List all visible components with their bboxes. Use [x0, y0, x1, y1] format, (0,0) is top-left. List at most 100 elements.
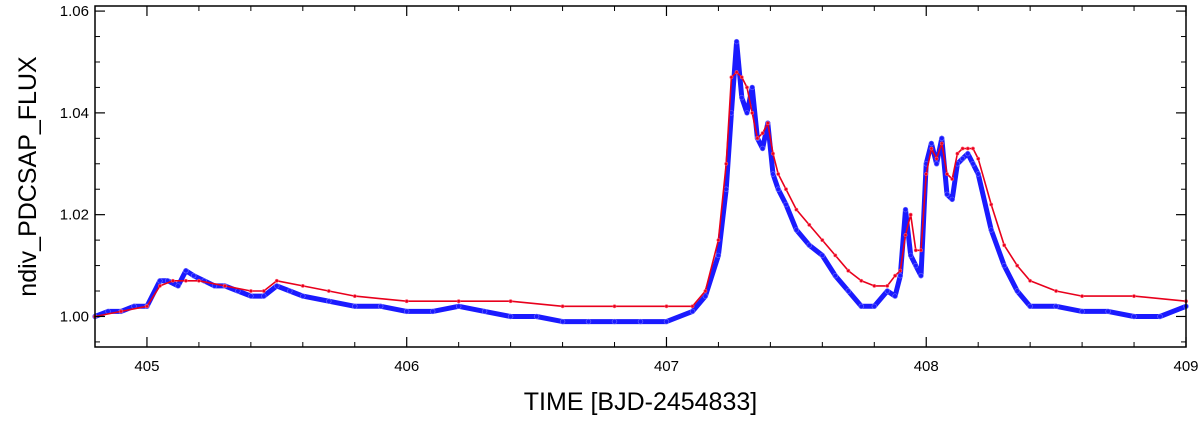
data-point-blue	[975, 171, 981, 177]
data-point-blue	[819, 252, 825, 259]
data-point-red	[989, 202, 994, 207]
data-point-blue	[430, 308, 436, 315]
data-point-blue	[274, 283, 280, 289]
data-point-red	[1002, 243, 1007, 248]
data-point-blue	[959, 156, 966, 162]
data-point-red	[326, 289, 331, 293]
data-point-blue	[933, 161, 940, 167]
data-point-blue	[902, 206, 909, 213]
data-point-red	[755, 136, 760, 141]
data-point-red	[612, 304, 617, 309]
series-line-blue	[92, 39, 1189, 325]
data-point-blue	[378, 303, 384, 309]
data-point-blue	[702, 293, 709, 299]
data-point-blue	[949, 196, 955, 203]
data-point-blue	[907, 252, 914, 259]
series-line-red	[94, 71, 1187, 318]
data-point-blue	[1001, 262, 1007, 269]
data-point-red	[971, 146, 975, 151]
data-point-red	[929, 146, 934, 151]
data-point-red	[898, 268, 903, 273]
data-point-blue	[1027, 303, 1033, 309]
data-point-blue	[783, 201, 789, 208]
data-point-blue	[897, 273, 903, 279]
data-point-blue	[287, 288, 293, 294]
data-point-red	[945, 172, 949, 176]
data-point-blue	[183, 268, 189, 274]
data-point-red	[716, 238, 721, 243]
data-point-blue	[884, 288, 890, 294]
data-point-red	[352, 294, 357, 299]
data-point-red	[1054, 289, 1059, 293]
data-point-red	[119, 309, 123, 314]
data-point-blue	[858, 303, 864, 309]
data-point-red	[913, 248, 918, 253]
data-point-blue	[832, 273, 838, 279]
data-point-blue	[1105, 308, 1111, 315]
data-point-red	[734, 70, 739, 75]
data-point-red	[794, 207, 799, 212]
data-point-blue	[733, 38, 740, 45]
plot-marks	[92, 38, 1189, 325]
data-point-blue	[939, 135, 945, 142]
data-point-red	[560, 304, 565, 309]
data-point-blue	[248, 293, 254, 299]
data-point-blue	[533, 313, 540, 320]
data-point-red	[196, 278, 201, 283]
y-axis-title: ndiv_PDCSAP_FLUX	[14, 56, 42, 297]
data-point-red	[222, 283, 227, 288]
data-point-blue	[944, 191, 950, 198]
data-point-red	[724, 161, 729, 166]
x-tick-label: 409	[1173, 358, 1198, 375]
data-point-red	[703, 289, 708, 293]
data-point-red	[750, 111, 755, 115]
x-axis-title: TIME [BJD-2454833]	[524, 388, 757, 416]
data-point-red	[924, 172, 929, 176]
data-point-red	[456, 299, 461, 304]
data-point-red	[157, 283, 162, 288]
data-point-blue	[892, 293, 898, 299]
data-point-red	[893, 273, 898, 278]
data-point-blue	[1014, 288, 1020, 294]
data-point-blue	[481, 308, 488, 315]
data-point-red	[248, 289, 253, 293]
data-point-blue	[585, 318, 592, 325]
data-point-blue	[456, 303, 462, 309]
y-tick-label: 1.00	[60, 308, 89, 325]
data-point-blue	[715, 252, 722, 259]
x-tick-label: 405	[134, 358, 159, 375]
plot-frame	[94, 5, 1187, 348]
data-point-blue	[261, 293, 267, 299]
y-tick-label: 1.06	[60, 3, 89, 20]
data-point-blue	[988, 227, 994, 233]
data-point-blue	[793, 227, 800, 233]
data-point-red	[846, 268, 851, 273]
data-point-red	[885, 283, 890, 288]
data-point-blue	[507, 313, 514, 320]
data-point-red	[760, 131, 765, 136]
data-point-blue	[663, 318, 670, 325]
data-point-blue	[1053, 303, 1059, 309]
data-point-blue	[689, 308, 696, 315]
data-point-red	[965, 146, 970, 151]
data-point-blue	[965, 150, 971, 157]
y-tick-label: 1.02	[60, 207, 89, 224]
data-point-red	[404, 299, 409, 304]
data-point-red	[776, 172, 781, 176]
data-point-blue	[157, 278, 163, 284]
data-point-red	[1132, 294, 1136, 299]
data-point-blue	[918, 273, 924, 279]
data-point-red	[261, 289, 266, 293]
y-tick-label: 1.04	[60, 105, 89, 122]
data-point-blue	[1157, 313, 1163, 320]
data-point-blue	[970, 161, 976, 167]
data-point-blue	[352, 303, 358, 309]
data-point-blue	[1131, 313, 1137, 320]
data-point-red	[729, 75, 734, 80]
data-point-red	[784, 187, 788, 192]
data-point-red	[1015, 263, 1020, 268]
data-point-blue	[749, 84, 755, 91]
data-point-blue	[175, 283, 181, 289]
data-point-blue	[326, 298, 332, 304]
